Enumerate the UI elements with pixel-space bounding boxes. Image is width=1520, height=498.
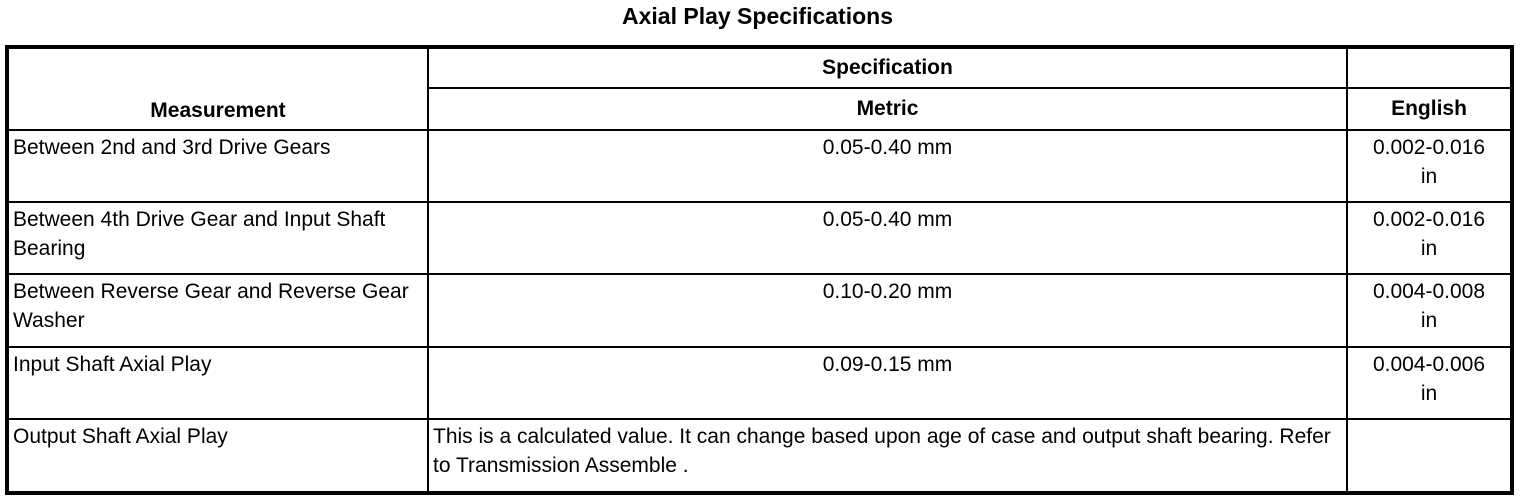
table-title: Axial Play Specifications bbox=[621, 3, 893, 29]
english-cell: 0.002-0.016 in bbox=[1346, 201, 1513, 275]
table-row: Input Shaft Axial Play 0.09-0.15 mm 0.00… bbox=[6, 346, 1513, 420]
header-row-2: Metric English bbox=[7, 87, 1513, 131]
english-cell: 0.002-0.016 in bbox=[1346, 129, 1513, 203]
english-value: 0.002-0.016 bbox=[1372, 208, 1486, 231]
table-row: Between 2nd and 3rd Drive Gears 0.05-0.4… bbox=[6, 129, 1513, 203]
english-unit: in bbox=[1420, 236, 1438, 260]
spec-header-spacer-cell bbox=[1346, 46, 1513, 89]
table-row: Between Reverse Gear and Reverse Gear Wa… bbox=[6, 273, 1513, 348]
english-unit: in bbox=[1420, 381, 1438, 405]
note-cell: This is a calculated value. It can chang… bbox=[427, 418, 1348, 494]
header-row-1: Measurement Specification bbox=[6, 46, 1513, 131]
metric-cell: 0.05-0.40 mm bbox=[427, 129, 1348, 203]
english-value: 0.004-0.006 bbox=[1372, 353, 1486, 376]
english-cell: 0.004-0.008 in bbox=[1346, 273, 1513, 348]
table-row: Between 4th Drive Gear and Input Shaft B… bbox=[6, 201, 1513, 275]
metric-header-cell: Metric bbox=[427, 87, 1348, 131]
specification-header-cell: Specification bbox=[427, 46, 1348, 89]
table-row: Output Shaft Axial Play This is a calcul… bbox=[6, 418, 1513, 494]
metric-cell: 0.05-0.40 mm bbox=[427, 201, 1348, 275]
measurement-cell: Between 2nd and 3rd Drive Gears bbox=[6, 129, 429, 203]
measurement-cell: Between Reverse Gear and Reverse Gear Wa… bbox=[6, 273, 429, 348]
metric-cell: 0.09-0.15 mm bbox=[427, 346, 1348, 420]
measurement-cell: Input Shaft Axial Play bbox=[6, 346, 429, 420]
english-empty-cell bbox=[1346, 418, 1513, 494]
measurement-cell: Output Shaft Axial Play bbox=[6, 418, 429, 494]
english-header-cell: English bbox=[1346, 87, 1513, 131]
measurement-cell: Between 4th Drive Gear and Input Shaft B… bbox=[6, 201, 429, 275]
english-unit: in bbox=[1420, 308, 1438, 332]
english-unit: in bbox=[1420, 164, 1438, 188]
axial-play-spec-table: Measurement Specification Metric English… bbox=[5, 45, 1514, 495]
english-cell: 0.004-0.006 in bbox=[1346, 346, 1513, 420]
english-value: 0.002-0.016 bbox=[1372, 136, 1486, 159]
metric-cell: 0.10-0.20 mm bbox=[427, 273, 1348, 348]
measurement-header-cell: Measurement bbox=[6, 46, 429, 131]
english-value: 0.004-0.008 bbox=[1372, 280, 1486, 303]
